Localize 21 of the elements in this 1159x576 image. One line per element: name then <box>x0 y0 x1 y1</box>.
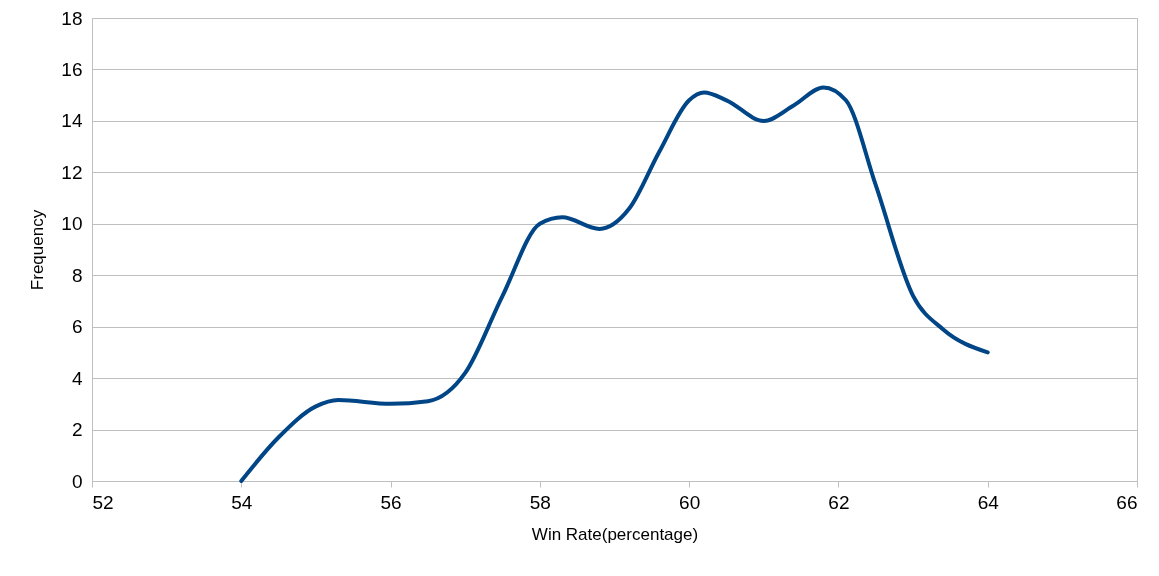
y-tick-label: 16 <box>61 58 83 80</box>
y-tick-label: 6 <box>71 316 83 338</box>
x-tick-label: 58 <box>529 491 551 513</box>
y-tick-label: 10 <box>61 213 83 235</box>
x-tick-label: 66 <box>1116 491 1138 513</box>
x-tick-label: 54 <box>231 491 253 513</box>
y-tick-label: 12 <box>61 161 83 183</box>
y-tick-label: 18 <box>61 7 83 29</box>
y-tick-label: 4 <box>71 367 83 389</box>
x-tick-label: 62 <box>828 491 850 513</box>
x-axis-title: Win Rate(percentage) <box>531 524 699 544</box>
y-tick-label: 0 <box>71 470 83 492</box>
x-tick-label: 60 <box>679 491 701 513</box>
x-tick-label: 56 <box>380 491 402 513</box>
y-tick-label: 8 <box>71 264 83 286</box>
line-series <box>239 85 990 483</box>
y-tick-label: 2 <box>71 419 83 441</box>
y-tick-label: 14 <box>61 110 83 132</box>
x-tick-label: 52 <box>92 491 114 513</box>
x-tick-label: 64 <box>977 491 1000 513</box>
y-axis-title: Frequency <box>28 209 48 291</box>
